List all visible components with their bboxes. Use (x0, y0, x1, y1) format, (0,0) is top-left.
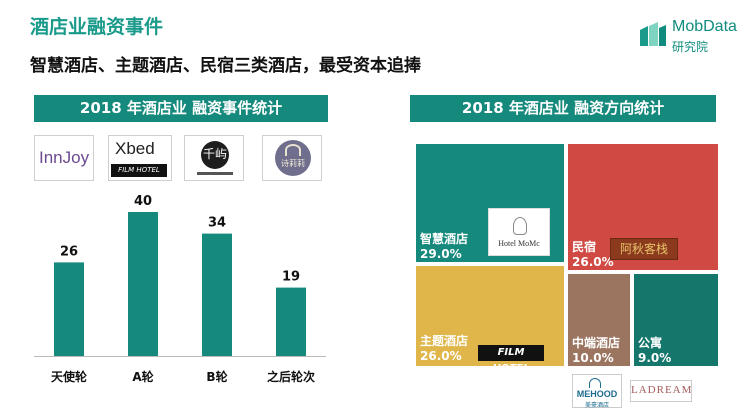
bar-3 (276, 287, 306, 356)
treemap-value-apartment: 9.0% (638, 351, 672, 365)
brand-mark-icon (640, 22, 666, 46)
leaf-icon (285, 144, 301, 156)
image-mehood: MEHOOD 美豪酒店 (572, 374, 622, 409)
bar-chart-title: 2018 年酒店业 融资事件统计 (34, 95, 328, 122)
image-mehood-sub: 美豪酒店 (584, 402, 609, 409)
treemap-value-smart: 29.0% (420, 247, 462, 261)
bar-value-label-3: 19 (282, 270, 300, 285)
treemap-label-apartment: 公寓 (638, 336, 663, 350)
image-ladream-text: LADREAM (631, 384, 693, 396)
treemap-label-minsu: 民宿 (572, 240, 597, 254)
bar-1 (128, 212, 158, 356)
image-minsu-sign-text: 阿秋客栈 (619, 242, 668, 256)
bar-value-label-0: 26 (60, 244, 78, 259)
logo-innjoy: InnJoy (34, 135, 94, 181)
image-film-hotel: FILM HOTEL (478, 345, 544, 374)
bar-value-label-2: 34 (208, 216, 226, 231)
treemap-label-theme: 主题酒店 (420, 334, 469, 348)
logo-xbed-caption: FILM HOTEL (111, 164, 167, 177)
bar-value-label-1: 40 (134, 194, 152, 209)
bar-0 (54, 262, 84, 356)
mehood-icon (589, 378, 601, 388)
treemap-cell-apartment: 公寓 9.0% (632, 272, 720, 368)
treemap-cell-midrange: 中端酒店 10.0% (566, 272, 632, 368)
image-ladream: LADREAM (630, 380, 692, 402)
logo-xbed: Xbed FILM HOTEL (108, 135, 172, 181)
treemap-value-midrange: 10.0% (572, 351, 614, 365)
logo-innjoy-text: InnJoy (39, 148, 90, 167)
bar-category-label-0: 天使轮 (51, 369, 88, 384)
treemap-label-smart: 智慧酒店 (420, 232, 469, 246)
bar-category-label-3: 之后轮次 (267, 369, 315, 384)
page-title: 酒店业融资事件 (30, 16, 164, 38)
brand-sub: 研究院 (672, 40, 709, 54)
image-hotel-momc: Hotel MoMc (488, 208, 550, 256)
treemap-label-midrange: 中端酒店 (572, 336, 621, 350)
logo-qianyu: 千屿 (184, 135, 244, 181)
brand-name: MobData (672, 18, 737, 35)
momc-icon (513, 217, 527, 235)
logo-qianyu-char: 千屿 (202, 147, 227, 161)
logo-qianyu-bar (197, 172, 233, 175)
logo-qianyu-circle (201, 141, 229, 169)
logo-shililili: 诗莉莉 (262, 135, 322, 181)
bar-2 (202, 233, 232, 356)
image-mehood-text: MEHOOD (576, 389, 618, 399)
logo-xbed-text: Xbed (115, 139, 155, 158)
logo-shililili-char: 诗莉莉 (281, 159, 305, 168)
bar-category-label-1: A轮 (132, 369, 154, 384)
image-minsu-sign: 阿秋客栈 (610, 238, 678, 260)
treemap-title: 2018 年酒店业 融资方向统计 (410, 95, 716, 122)
treemap-value-minsu: 26.0% (572, 255, 614, 269)
brand-logo: MobData 研究院 (638, 16, 738, 56)
treemap-value-theme: 26.0% (420, 349, 462, 363)
page-subtitle: 智慧酒店、主题酒店、民宿三类酒店，最受资本追捧 (30, 56, 421, 76)
bar-category-label-2: B轮 (206, 369, 228, 384)
image-hotel-momc-text: Hotel MoMc (498, 239, 540, 248)
